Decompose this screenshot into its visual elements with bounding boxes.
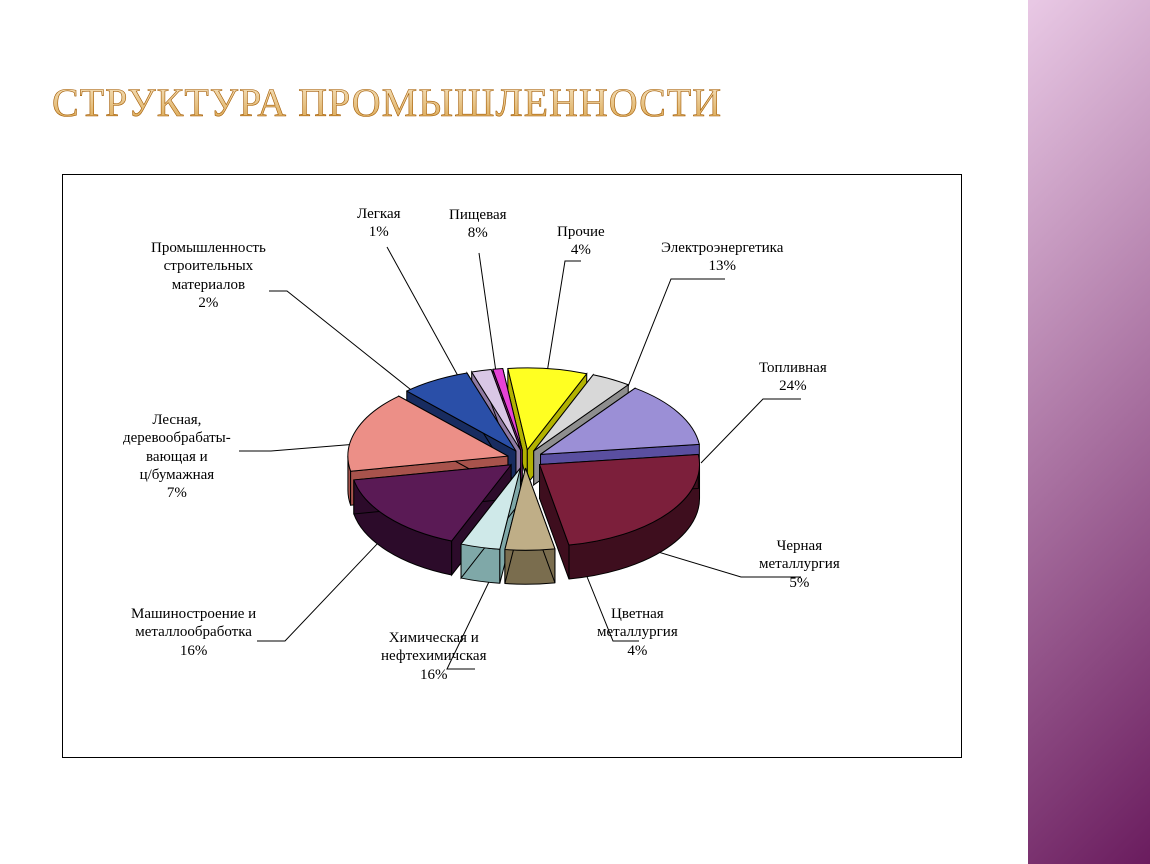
slide-accent-gradient xyxy=(1028,0,1150,864)
pie-slice-label: Машиностроение и металлообработка 16% xyxy=(131,605,256,660)
pie-slice-label: Черная металлургия 5% xyxy=(759,537,840,592)
pie-slice-label: Лесная, деревообрабаты- вающая и ц/бумаж… xyxy=(123,411,231,502)
page-title: СТРУКТУРА ПРОМЫШЛЕННОСТИ xyxy=(52,76,952,140)
pie-slice-label: Топливная 24% xyxy=(759,359,827,396)
pie-slice-label: Промышленность строительных материалов 2… xyxy=(151,239,266,312)
pie-slice-label: Прочие 4% xyxy=(557,223,605,260)
pie-slice-label: Электроэнергетика 13% xyxy=(661,239,783,276)
svg-text:СТРУКТУРА ПРОМЫШЛЕННОСТИ: СТРУКТУРА ПРОМЫШЛЕННОСТИ xyxy=(52,80,722,125)
pie-slice-label: Пищевая 8% xyxy=(449,206,507,243)
pie-slice-label: Легкая 1% xyxy=(357,205,401,242)
pie-slice-label: Цветная металлургия 4% xyxy=(597,605,678,660)
chart-panel: Пищевая 8% Прочие 4% Электроэнергетика 13%… xyxy=(62,174,962,758)
pie-slice-label: Химическая и нефтехимичская 16% xyxy=(381,629,486,684)
